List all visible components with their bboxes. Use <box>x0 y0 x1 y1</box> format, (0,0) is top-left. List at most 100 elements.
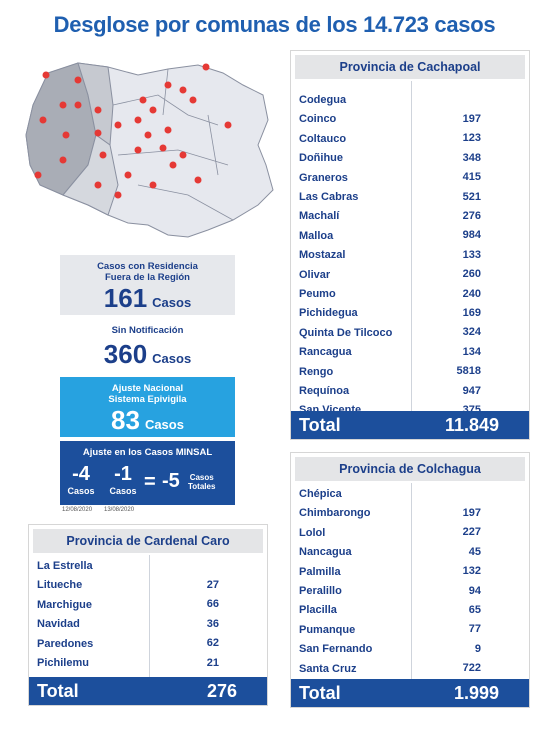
commune-name: Pichidegua <box>299 307 358 320</box>
case-count: 123 <box>462 132 481 145</box>
equals: = <box>144 471 156 493</box>
label: Fuera de la Región <box>105 272 190 283</box>
case-count: 197 <box>462 113 481 125</box>
commune-name: La Estrella <box>37 560 93 572</box>
label: Sistema Epivigila <box>108 394 187 405</box>
label: Casos con Residencia <box>97 261 198 272</box>
commune-name: Coltauco <box>299 132 347 145</box>
case-count: 45 <box>468 545 481 558</box>
case-count: 415 <box>462 171 481 184</box>
commune-name: Lolol <box>299 526 326 539</box>
total-value: 276 <box>206 681 237 701</box>
total-value: 11.849 <box>444 415 499 435</box>
case-count: 132 <box>462 565 481 578</box>
commune-name: Litueche <box>37 579 83 592</box>
case-count: 36 <box>206 617 219 630</box>
commune-name: Graneros <box>299 171 348 184</box>
total-label: Total <box>37 681 79 701</box>
table-row: Rengo 947 <box>299 363 521 397</box>
case-count: 324 <box>462 326 481 339</box>
value: -1 <box>114 463 132 485</box>
table-row: Palmilla 94 <box>299 563 521 597</box>
total-label: Total <box>299 683 341 703</box>
province-table: Provincia de Colchagua Chépica 197 Chimbaro… <box>290 452 530 708</box>
commune-name: Quinta De Tilcoco <box>299 326 393 339</box>
value: -4 <box>72 463 90 485</box>
commune-name: Doñihue <box>299 152 343 165</box>
case-count: 27 <box>206 579 219 591</box>
table-row: Codegua 197 <box>299 91 521 125</box>
table-row: Litueche 66 <box>37 576 259 610</box>
commune-name: Mostazal <box>299 249 346 262</box>
epivigila-box: Ajuste Nacional Sistema Epivigila 83 Caso… <box>60 377 235 437</box>
table-row: Coltauco 348 <box>299 130 521 164</box>
case-count: 260 <box>462 268 481 281</box>
total-row: Total 1.999 <box>291 679 529 707</box>
table-row: San Fernando 722 <box>299 640 521 674</box>
table-header: Provincia de Cachapoal <box>295 55 525 79</box>
date: 13/08/2020 <box>104 507 135 513</box>
divider <box>411 81 412 411</box>
table-row: Pichidegua 324 <box>299 304 521 338</box>
commune-name: Coinco <box>299 113 337 126</box>
case-count: 77 <box>468 623 481 636</box>
case-count: 197 <box>462 507 481 519</box>
case-count: 722 <box>462 662 481 675</box>
commune-name: Paredones <box>37 637 94 650</box>
case-count: 21 <box>206 656 219 669</box>
commune-name: Marchigue <box>37 598 93 611</box>
table-row: Paredones 21 <box>37 635 259 669</box>
table-row: Graneros 521 <box>299 169 521 203</box>
commune-name: Rancagua <box>299 346 352 359</box>
table-row: Placilla 77 <box>299 601 521 635</box>
commune-name: Peumo <box>299 288 336 300</box>
province-table: Provincia de Cachapoal Codegua 197 Coinco 12… <box>290 50 530 440</box>
table-header: Provincia de Cardenal Caro <box>33 529 263 553</box>
table-row: Doñihue 415 <box>299 149 521 183</box>
commune-name: Placilla <box>299 604 337 617</box>
table-row: Coinco 123 <box>299 110 521 144</box>
case-count: 276 <box>462 210 481 222</box>
commune-name: Pichilemu <box>37 657 89 669</box>
region-map <box>25 62 274 238</box>
commune-name: Olivar <box>299 268 331 281</box>
total-label: Total <box>299 415 341 435</box>
commune-name: Codegua <box>299 94 347 106</box>
table-row: Mostazal 260 <box>299 246 521 280</box>
minsal-box: Ajuste en los Casos MINSAL -4 Casos -1 Cas… <box>60 441 235 505</box>
commune-name: Rengo <box>299 365 334 378</box>
table-row: Requínoa 375 <box>299 382 521 416</box>
table-row: Peumo 169 <box>299 285 521 319</box>
case-count: 133 <box>462 248 481 261</box>
unit: Casos <box>189 473 214 482</box>
case-count: 984 <box>462 229 481 242</box>
commune-name: Machalí <box>299 210 340 223</box>
commune-name: Nancagua <box>299 546 352 559</box>
commune-name: Peralillo <box>299 585 342 597</box>
case-count: 134 <box>462 345 481 358</box>
table-row: Pumanque 9 <box>299 621 521 655</box>
divider <box>411 483 412 679</box>
table-row: La Estrella 27 <box>37 557 259 591</box>
value: 83 <box>111 405 140 435</box>
table-row: Navidad 62 <box>37 615 259 649</box>
title: Desglose por comunas de los 14.723 casos <box>53 12 496 37</box>
case-count: 65 <box>468 604 481 616</box>
label: Ajuste en los Casos MINSAL <box>82 447 213 458</box>
case-count: 521 <box>462 190 481 203</box>
table-header: Provincia de Colchagua <box>295 457 525 481</box>
commune-name: San Fernando <box>299 643 373 656</box>
total-row: Total 11.849 <box>291 411 529 439</box>
table-row: Las Cabras 276 <box>299 188 521 222</box>
table-row: Peralillo 65 <box>299 582 521 616</box>
residencia-box: Casos con Residencia Fuera de la Región … <box>60 255 235 315</box>
case-count: 66 <box>206 598 219 611</box>
table-row: Rancagua 5818 <box>299 343 521 377</box>
case-count: 9 <box>474 642 481 655</box>
unit: Casos <box>109 486 137 496</box>
label: Sin Notificación <box>111 325 184 336</box>
table-row: Machalí 984 <box>299 207 521 241</box>
commune-name: Palmilla <box>299 565 341 578</box>
unit: Casos <box>67 486 95 496</box>
case-count: 169 <box>462 307 481 319</box>
